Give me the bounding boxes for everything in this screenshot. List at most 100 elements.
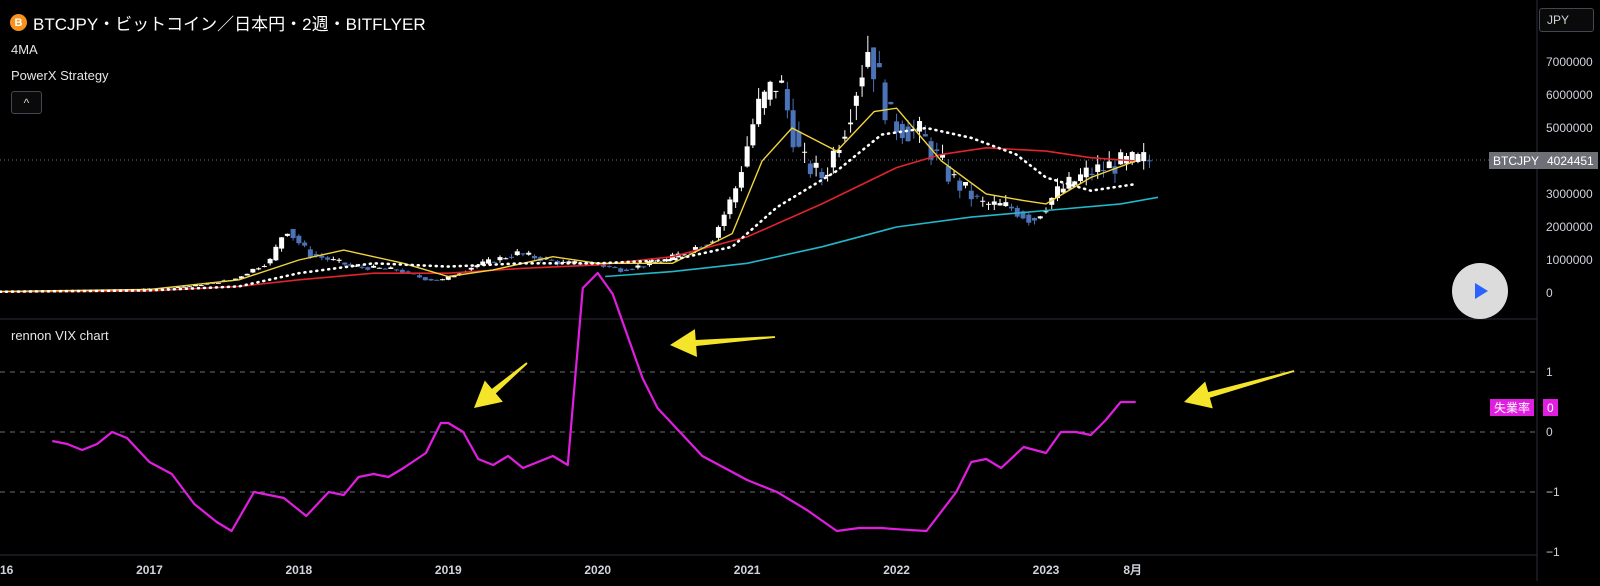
candle-body xyxy=(175,287,181,289)
vix-series-value-tag: 0 xyxy=(1543,399,1558,416)
candle-body xyxy=(1037,216,1043,219)
candle-body xyxy=(848,122,854,125)
candle-body xyxy=(394,269,400,271)
candle-body xyxy=(761,91,767,109)
candle-body xyxy=(715,227,721,238)
candle-body xyxy=(612,267,618,269)
candle-body xyxy=(279,237,285,249)
candle-body xyxy=(773,90,779,92)
candle-body xyxy=(336,259,342,261)
time-tick-label: 8月 xyxy=(1123,563,1142,577)
time-tick-label: 2016 xyxy=(0,563,14,577)
candle-body xyxy=(313,254,319,256)
candle-body xyxy=(365,267,371,270)
candle-body xyxy=(307,249,313,258)
candle-body xyxy=(871,47,877,80)
candle-body xyxy=(951,174,957,176)
candle-body xyxy=(859,77,865,87)
candle-body xyxy=(681,254,687,256)
candle-body xyxy=(1043,211,1049,213)
candle-body xyxy=(1020,211,1026,219)
ma-red-line xyxy=(0,146,1136,293)
price-tick-label: 7000000 xyxy=(1546,55,1593,69)
candle-body xyxy=(238,276,244,279)
candle-body xyxy=(830,150,836,168)
candle-body xyxy=(325,257,331,260)
candle-body xyxy=(1032,218,1038,221)
candle-body xyxy=(359,266,365,268)
candle-body xyxy=(698,247,704,249)
arrow-2020-peak xyxy=(670,329,776,357)
candle-body xyxy=(1060,188,1066,193)
candle-body xyxy=(629,268,635,270)
time-tick-label: 2018 xyxy=(286,563,313,577)
ma-cyan-line xyxy=(605,196,1159,278)
axis-layer: 7000000 6000000 5000000 3000000 2000000 10000… xyxy=(0,55,1593,577)
candle-body xyxy=(813,162,819,168)
candle-body xyxy=(1077,174,1083,182)
candle-body xyxy=(267,258,273,264)
candle-body xyxy=(618,268,624,272)
price-tick-label: 3000000 xyxy=(1546,187,1593,201)
candle-body xyxy=(376,267,382,269)
time-tick-label: 2022 xyxy=(883,563,910,577)
vix-indicator-title[interactable]: rennon VIX chart xyxy=(11,328,109,343)
candle-body xyxy=(503,258,509,260)
indicator-4ma-label[interactable]: 4MA xyxy=(11,42,38,57)
currency-button[interactable]: JPY xyxy=(1539,8,1594,32)
candle-body xyxy=(399,269,405,273)
candle-body xyxy=(348,264,354,266)
candle-body xyxy=(963,182,969,186)
candle-body xyxy=(928,141,934,160)
candle-body xyxy=(905,126,911,142)
collapse-indicators-button[interactable]: ^ xyxy=(11,91,42,114)
candle-body xyxy=(531,255,537,259)
replay-play-button[interactable] xyxy=(1452,263,1508,319)
vix-tick-label: −1 xyxy=(1546,485,1560,499)
candle-body xyxy=(819,172,825,179)
candle-body xyxy=(664,259,670,262)
candle-body xyxy=(882,82,888,121)
candle-body xyxy=(1146,160,1152,162)
candle-body xyxy=(641,266,647,268)
candle-body xyxy=(342,262,348,265)
candle-body xyxy=(957,180,963,191)
vix-tick-label: −1 xyxy=(1546,545,1560,559)
candle-body xyxy=(187,286,193,288)
grid-layer xyxy=(0,0,1538,581)
last-price-symbol-tag: BTCJPY xyxy=(1489,152,1544,169)
candle-body xyxy=(244,273,250,276)
candle-body xyxy=(899,123,905,139)
time-tick-label: 2020 xyxy=(584,563,611,577)
candle-body xyxy=(1095,164,1101,172)
candle-body xyxy=(945,165,951,182)
candle-body xyxy=(756,98,762,125)
symbol-title[interactable]: B BTCJPY・ビットコイン／日本円・2週・BITFLYER xyxy=(10,10,426,35)
symbol-title-text: BTCJPY・ビットコイン／日本円・2週・BITFLYER xyxy=(33,15,426,34)
candle-body xyxy=(1141,152,1147,162)
candle-body xyxy=(733,188,739,203)
candle-body xyxy=(917,121,923,132)
candle-body xyxy=(934,149,940,152)
vix-layer xyxy=(52,271,1136,533)
last-price-value-tag: 4024451 xyxy=(1543,152,1598,169)
price-tick-label: 2000000 xyxy=(1546,220,1593,234)
arrow-2019-peak xyxy=(474,362,528,408)
candle-body xyxy=(744,146,750,167)
candle-body xyxy=(721,214,727,226)
candle-body xyxy=(388,267,394,269)
play-icon xyxy=(1475,283,1488,299)
candle-body xyxy=(428,279,434,281)
candle-body xyxy=(256,268,262,270)
candle-body xyxy=(1026,214,1032,223)
ma-dotted-line xyxy=(0,126,1137,293)
indicator-powerx-label[interactable]: PowerX Strategy xyxy=(11,68,109,83)
candle-body xyxy=(330,259,336,261)
candle-body xyxy=(1083,167,1089,178)
candle-body xyxy=(1106,161,1112,169)
candle-body xyxy=(302,242,308,246)
candle-body xyxy=(991,201,997,205)
candle-body xyxy=(1003,202,1009,207)
